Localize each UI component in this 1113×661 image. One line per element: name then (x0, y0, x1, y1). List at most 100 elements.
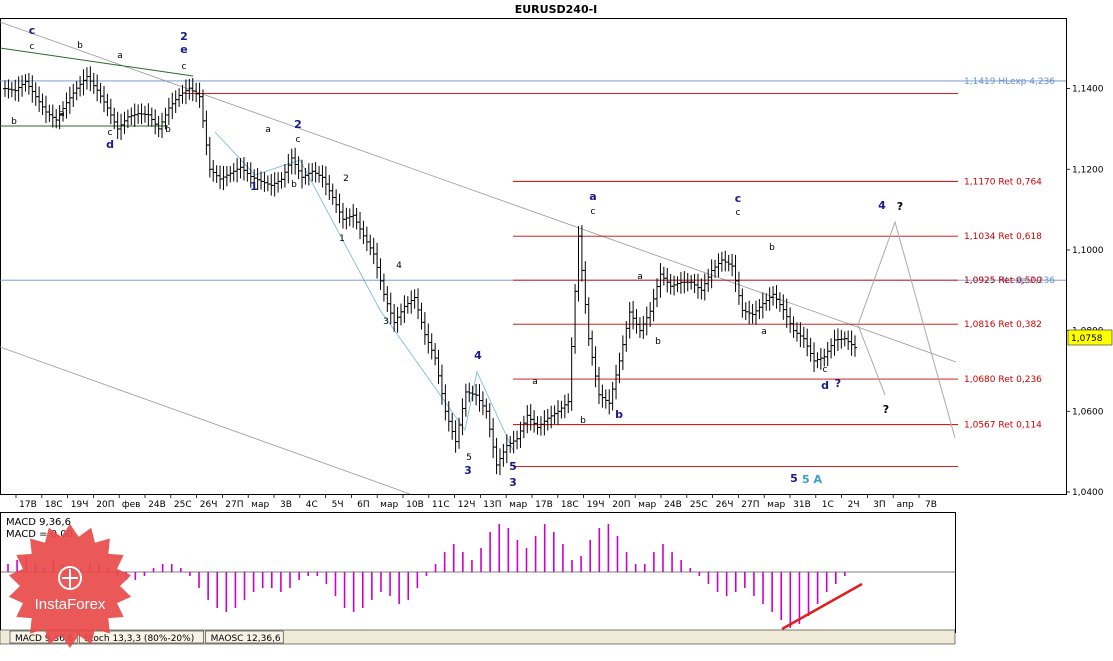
macd-label: MACD 9,36,6 (6, 517, 71, 528)
x-tick-label: апр (897, 500, 914, 510)
x-tick-label: 18C (45, 500, 63, 510)
wave-label: b (769, 243, 775, 253)
wave-label: 2 (180, 30, 188, 43)
fib-level-label: 1,1170 Ret 0,764 (964, 177, 1042, 187)
x-tick-label: 19Ч (71, 500, 89, 510)
forecast-alt (857, 324, 886, 396)
x-tick-label: 7B (925, 500, 937, 510)
x-tick-label: фев (122, 500, 141, 510)
x-tick-label: 5Ч (332, 500, 344, 510)
indicator-tab-label: Stoch 13,3,3 (80%-20%) (84, 634, 194, 644)
wave-label: 5 (790, 472, 798, 485)
y-tick-label: 1,1400 (1072, 85, 1104, 95)
x-tick-label: 11C (432, 500, 450, 510)
wave-label: a (761, 327, 767, 337)
wave-label: b (77, 41, 83, 51)
indicator-tabs: MACD 9,36,6 Stoch 13,3,3 (80%-20%) MAOSC 1… (9, 630, 284, 644)
indicator-tab (205, 630, 284, 644)
wave-label: a (59, 109, 65, 119)
wave-label: d (106, 138, 114, 151)
x-tick-label: 10B (406, 500, 424, 510)
wave-label: 5 (509, 460, 517, 473)
x-tick-label: 27П (225, 500, 243, 510)
x-tick-label: 25C (690, 500, 708, 510)
lower-trendline (0, 346, 411, 495)
wave-label: b (655, 337, 661, 347)
y-tick-label: 1,1000 (1072, 246, 1104, 256)
instaforex-logo: InstaForex (8, 524, 132, 648)
x-tick-label: 24B (148, 500, 166, 510)
wave-label: a (637, 272, 643, 282)
x-tick-label: 3B (280, 500, 292, 510)
x-tick-label: 19Ч (587, 500, 605, 510)
triangle-upper-line (0, 47, 194, 77)
forecast-path (857, 220, 956, 439)
x-tick-label: 27П (741, 500, 759, 510)
current-price-label: 1,0758 (1071, 334, 1103, 344)
x-tick-label: 12Ч (458, 500, 476, 510)
fib-level-label: 1,0925 Ret 0,500 (964, 276, 1042, 286)
fib-level-label: 1,0680 Ret 0,236 (964, 375, 1042, 385)
x-tick-label: 17B (535, 500, 553, 510)
wave-path-line (214, 131, 514, 451)
chart-title: EURUSD240-I (515, 3, 598, 16)
x-tick-label: 4C (306, 500, 318, 510)
x-tick-label: 3П (873, 500, 886, 510)
wave-label: e (180, 43, 187, 56)
wave-label: c (108, 128, 113, 138)
price-bars (3, 66, 857, 476)
hlexp-level-label: 1,1419 HLexp 4,236 (964, 77, 1055, 87)
main-plot-area (0, 18, 1067, 495)
x-tick-label: 20П (96, 500, 114, 510)
wave-label: ? (883, 403, 889, 416)
wave-label: c (823, 365, 828, 375)
wave-label: c (591, 207, 596, 217)
logo-text: InstaForex (35, 596, 106, 613)
wave-label: 1 (339, 234, 345, 244)
wave-label: c (735, 192, 742, 205)
x-tick-label: 6П (357, 500, 370, 510)
wave-label: 2 (294, 118, 302, 131)
wave-label: ? (897, 200, 903, 213)
wave-label: b (291, 180, 297, 190)
y-tick-label: 1,0400 (1072, 488, 1104, 498)
hlexp-level-label: 1,0925 HLexp 2,236 (964, 276, 1055, 286)
wave-label: c (182, 62, 187, 72)
wave-label: c (29, 24, 36, 37)
x-tick-label: мар (767, 500, 785, 510)
y-tick-label: 1,1200 (1072, 165, 1104, 175)
fibonacci-levels: 1,1419 HLexp 4,236 1,0925 HLexp 2,236 1,11… (0, 77, 1066, 468)
forecast-wave-4-5 (857, 220, 956, 439)
wave-label: 5 (466, 453, 472, 463)
x-tick-label: мар (638, 500, 656, 510)
wave-label: 4 (396, 261, 402, 271)
wave-label: 4 (474, 349, 482, 362)
x-tick-label: мар (251, 500, 269, 510)
wave-label: a (117, 51, 123, 61)
fib-level-label: 1,1034 Ret 0,618 (964, 232, 1042, 242)
upper-trendline (0, 21, 957, 363)
wave-label: b (11, 117, 17, 127)
wave-label: 4 (878, 199, 886, 212)
x-tick-label: 26Ч (200, 500, 218, 510)
x-tick-label: 26Ч (716, 500, 734, 510)
wave-label: b (165, 125, 171, 135)
x-tick-label: мар (380, 500, 398, 510)
x-tick-label: 25C (174, 500, 192, 510)
x-tick-label: 20П (612, 500, 630, 510)
x-tick-label: 24B (664, 500, 682, 510)
wave-label: b (580, 416, 586, 426)
x-tick-label: 13П (483, 500, 501, 510)
wave-label: a (532, 377, 538, 387)
wave-label: 5 A (802, 473, 822, 486)
wave-label: a (265, 125, 271, 135)
x-tick-label: мар (509, 500, 527, 510)
macd-histogram (7, 524, 863, 631)
x-tick-label: 2Ч (848, 500, 860, 510)
indicator-tab-label: MAOSC 12,36,6 (211, 634, 281, 644)
wave-label: 2 (343, 174, 349, 184)
y-tick-label: 1,0600 (1072, 407, 1104, 417)
fib-level-label: 1,0567 Ret 0,114 (964, 421, 1042, 431)
